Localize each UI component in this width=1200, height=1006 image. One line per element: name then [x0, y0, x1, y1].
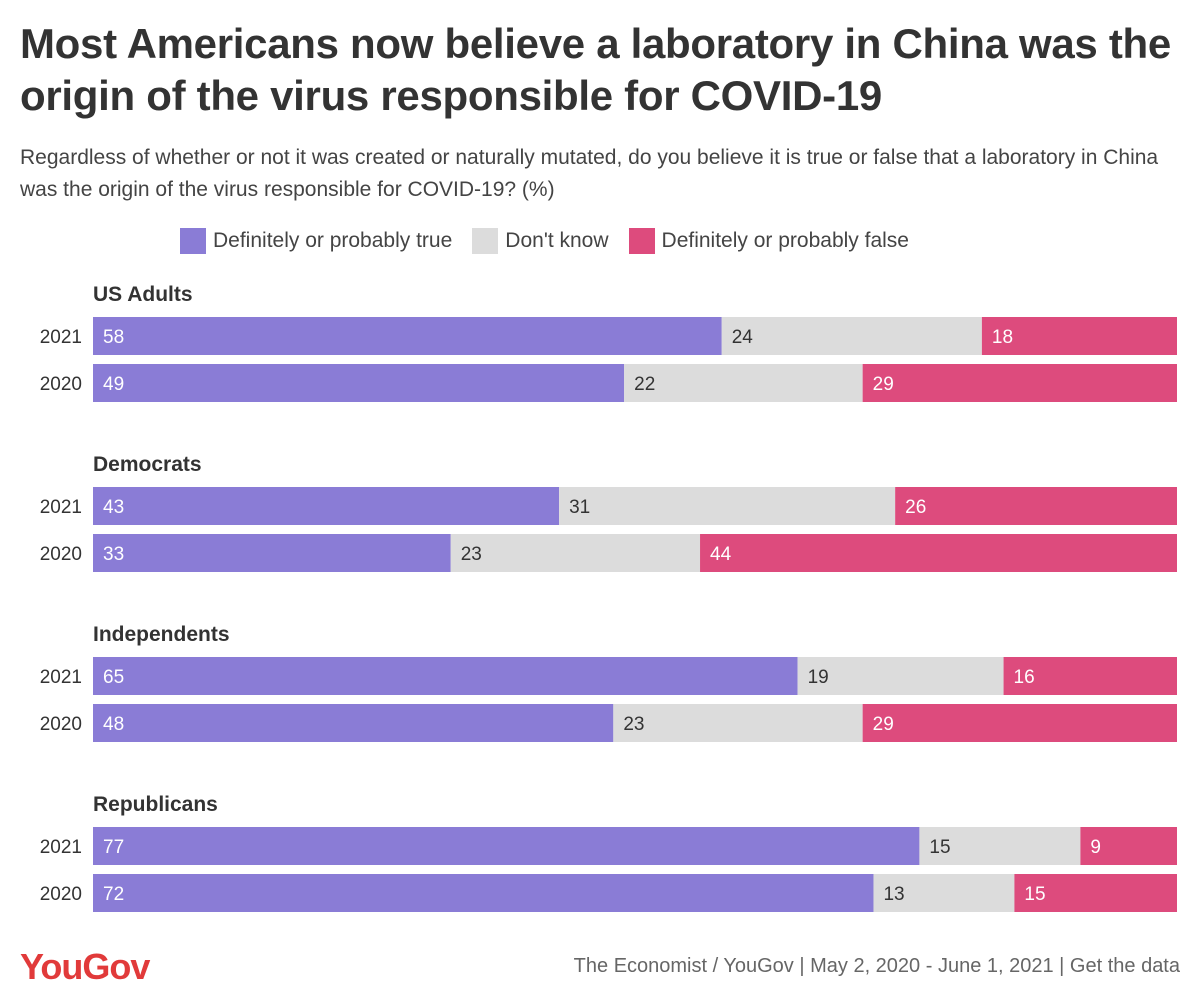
bar-democrats-2020-dont-know [450, 534, 701, 572]
bar-republicans-2021-false [1080, 827, 1177, 865]
legend-item-dont-know: Don't know [472, 228, 609, 254]
yougov-logo: YouGov [20, 946, 150, 987]
data-label-independents-2020-dont-know: 23 [623, 714, 644, 735]
bar-us-adults-2021-dont-know [721, 317, 982, 355]
data-label-democrats-2020-false: 44 [710, 544, 732, 565]
bar-republicans-2020-dont-know [873, 874, 1015, 912]
data-label-us-adults-2020-dont-know: 22 [634, 374, 655, 395]
source-link[interactable]: The Economist / YouGov | May 2, 2020 - J… [573, 955, 1180, 977]
bar-us-adults-2021-true [93, 317, 722, 355]
bar-independents-2021-false [1003, 657, 1177, 695]
bar-us-adults-2020-true [93, 364, 625, 402]
data-label-independents-2021-true: 65 [103, 667, 124, 688]
row-label-democrats-2020: 2020 [40, 544, 82, 565]
legend-item-true: Definitely or probably true [180, 228, 452, 254]
data-label-independents-2021-dont-know: 19 [808, 667, 829, 688]
bar-democrats-2021-true [93, 487, 560, 525]
legend: Definitely or probably true Don't know D… [180, 226, 929, 256]
chart-subtitle: Regardless of whether or not it was crea… [20, 146, 1159, 201]
bar-independents-2021-dont-know [797, 657, 1004, 695]
data-label-independents-2020-false: 29 [873, 714, 894, 735]
bar-us-adults-2020-false [862, 364, 1177, 402]
bar-democrats-2020-true [93, 534, 451, 572]
row-label-independents-2021: 2021 [40, 667, 82, 688]
data-label-democrats-2021-dont-know: 31 [569, 497, 590, 518]
bar-us-adults-2021-false [981, 317, 1177, 355]
bar-republicans-2020-true [93, 874, 874, 912]
group-label-democrats: Democrats [93, 453, 202, 476]
data-label-us-adults-2020-false: 29 [873, 374, 894, 395]
bar-democrats-2021-false [895, 487, 1177, 525]
data-label-us-adults-2020-true: 49 [103, 374, 124, 395]
data-label-independents-2021-false: 16 [1014, 667, 1035, 688]
row-label-independents-2020: 2020 [40, 714, 82, 735]
data-label-republicans-2021-dont-know: 15 [929, 837, 950, 858]
legend-swatch-true [180, 228, 206, 254]
row-label-us-adults-2021: 2021 [40, 327, 82, 348]
data-label-us-adults-2021-dont-know: 24 [732, 327, 754, 348]
row-label-republicans-2021: 2021 [40, 837, 82, 858]
bar-independents-2021-true [93, 657, 798, 695]
legend-swatch-false [628, 228, 655, 254]
data-label-independents-2020-true: 48 [103, 714, 124, 735]
data-label-republicans-2021-true: 77 [103, 837, 124, 858]
data-label-republicans-2020-true: 72 [103, 884, 124, 905]
row-label-democrats-2021: 2021 [40, 497, 82, 518]
legend-label-true: Definitely or probably true [213, 229, 453, 252]
bar-republicans-2021-true [93, 827, 920, 865]
bar-independents-2020-true [93, 704, 614, 742]
legend-swatch-dont-know [472, 228, 499, 254]
legend-label-false: Definitely or probably false [661, 229, 909, 252]
group-label-independents: Independents [93, 623, 230, 646]
data-label-democrats-2020-true: 33 [103, 544, 124, 565]
chart-title: Most Americans now believe a laboratory … [20, 20, 1171, 119]
bar-democrats-2020-false [700, 534, 1177, 572]
bar-us-adults-2020-dont-know [624, 364, 863, 402]
legend-item-false: Definitely or probably false [628, 228, 909, 254]
data-label-democrats-2020-dont-know: 23 [461, 544, 482, 565]
data-label-democrats-2021-false: 26 [905, 497, 926, 518]
row-label-republicans-2020: 2020 [40, 884, 82, 905]
stacked-bar-chart: US Adults 2021 58 24 18 2020 49 22 29 Democrats 20… [40, 283, 1177, 912]
bar-republicans-2020-false [1014, 874, 1177, 912]
bar-republicans-2021-dont-know [919, 827, 1081, 865]
data-label-republicans-2021-false: 9 [1090, 837, 1101, 858]
data-label-republicans-2020-dont-know: 13 [883, 884, 904, 905]
data-label-republicans-2020-false: 15 [1024, 884, 1045, 905]
bar-democrats-2021-dont-know [559, 487, 896, 525]
data-label-us-adults-2021-true: 58 [103, 327, 124, 348]
group-label-republicans: Republicans [93, 793, 218, 816]
legend-label-dont-know: Don't know [505, 229, 609, 252]
bar-independents-2020-false [862, 704, 1177, 742]
data-label-democrats-2021-true: 43 [103, 497, 124, 518]
row-label-us-adults-2020: 2020 [40, 374, 82, 395]
group-label-us-adults: US Adults [93, 283, 193, 306]
data-label-us-adults-2021-false: 18 [992, 327, 1013, 348]
bar-independents-2020-dont-know [613, 704, 863, 742]
